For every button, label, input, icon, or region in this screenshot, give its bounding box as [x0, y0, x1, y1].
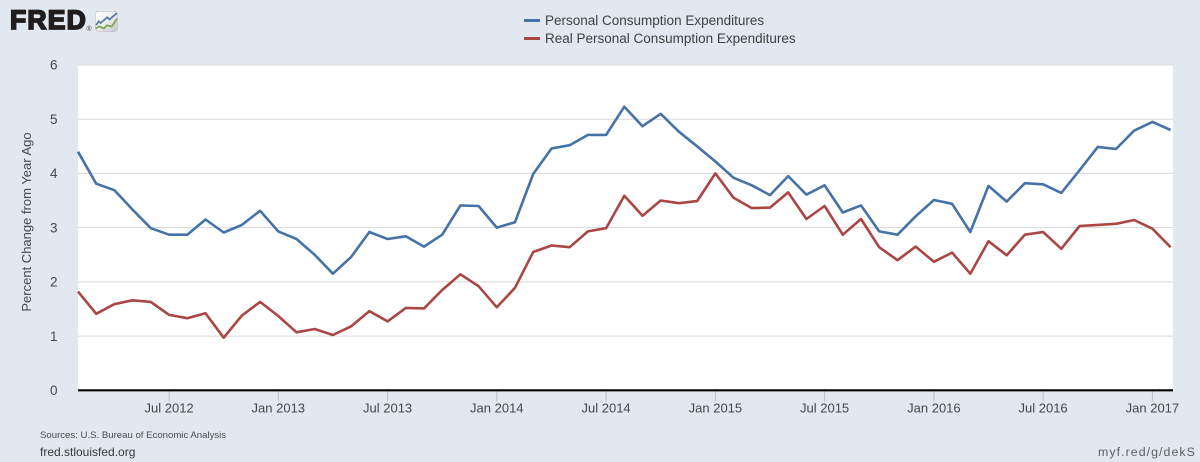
svg-text:Jul 2013: Jul 2013 — [363, 401, 412, 416]
svg-text:Jul 2014: Jul 2014 — [582, 401, 631, 416]
svg-text:Jan 2014: Jan 2014 — [470, 401, 524, 416]
svg-text:Jul 2012: Jul 2012 — [145, 401, 194, 416]
svg-text:2: 2 — [50, 275, 58, 290]
svg-text:Jan 2015: Jan 2015 — [689, 401, 743, 416]
svg-text:1: 1 — [50, 329, 58, 344]
svg-text:3: 3 — [50, 220, 58, 235]
svg-text:5: 5 — [50, 112, 58, 127]
svg-text:Percent Change from Year Ago: Percent Change from Year Ago — [19, 132, 34, 311]
svg-text:Jan 2016: Jan 2016 — [907, 401, 961, 416]
svg-text:6: 6 — [50, 58, 58, 73]
svg-text:4: 4 — [50, 166, 58, 181]
svg-text:Jul 2016: Jul 2016 — [1019, 401, 1068, 416]
svg-text:Jan 2013: Jan 2013 — [252, 401, 306, 416]
svg-text:Jan 2017: Jan 2017 — [1126, 401, 1180, 416]
svg-text:Jul 2015: Jul 2015 — [800, 401, 849, 416]
svg-text:0: 0 — [50, 383, 58, 398]
